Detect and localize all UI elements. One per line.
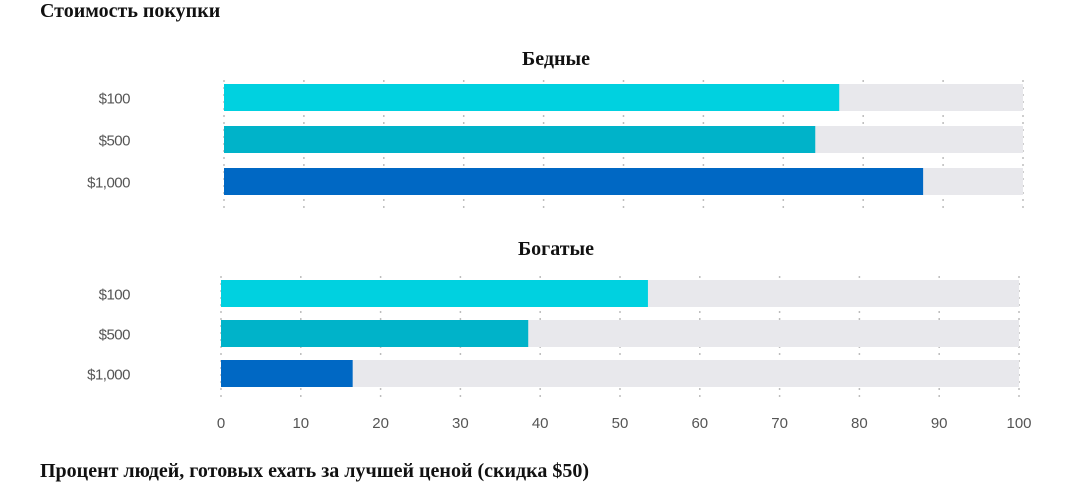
bar — [221, 360, 353, 387]
category-label: $1,000 — [87, 367, 130, 384]
x-tick-label: 40 — [532, 415, 549, 432]
category-label: $500 — [99, 133, 131, 150]
x-tick-label: 50 — [612, 415, 629, 432]
bar — [224, 84, 840, 111]
x-tick-label: 30 — [452, 415, 469, 432]
bar — [221, 320, 529, 347]
category-label: $1,000 — [87, 175, 130, 192]
x-tick-label: 90 — [931, 415, 948, 432]
x-tick-label: 10 — [292, 415, 309, 432]
x-tick-label: 100 — [1006, 415, 1031, 432]
category-label: $100 — [99, 91, 131, 108]
bar — [221, 280, 648, 307]
x-axis-label: Процент людей, готовых ехать за лучшей ц… — [40, 460, 590, 482]
category-label: $500 — [99, 327, 131, 344]
panel-title: Бедные — [522, 48, 590, 70]
bar-track — [221, 360, 1019, 387]
x-tick-label: 80 — [851, 415, 868, 432]
x-tick-label: 0 — [217, 415, 225, 432]
category-label: $100 — [99, 287, 131, 304]
x-tick-label: 70 — [771, 415, 788, 432]
x-tick-label: 20 — [372, 415, 389, 432]
bar — [224, 126, 816, 153]
x-tick-label: 60 — [691, 415, 708, 432]
chart-title: Стоимость покупки — [40, 0, 221, 22]
bar — [224, 168, 924, 195]
panel-title: Богатые — [518, 238, 594, 260]
